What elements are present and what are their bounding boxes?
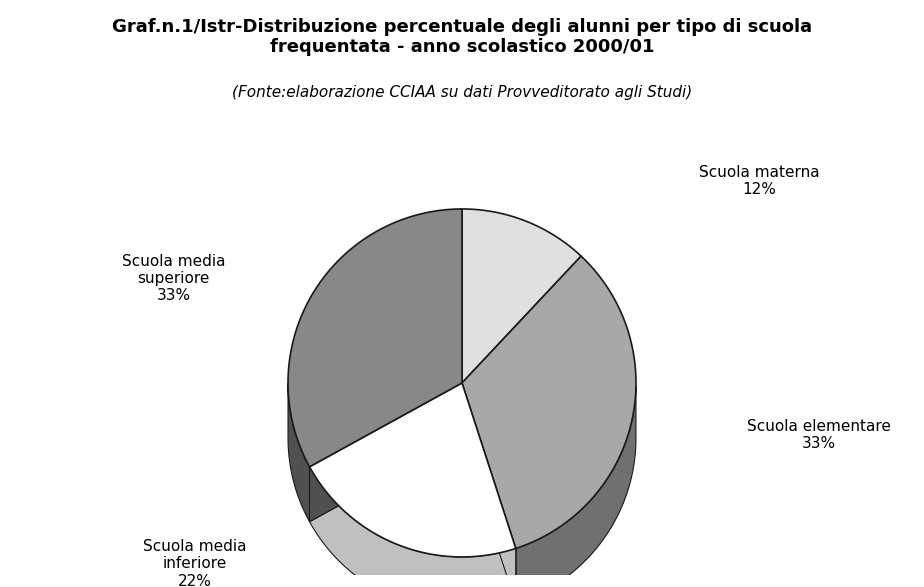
Text: Scuola materna
12%: Scuola materna 12% bbox=[699, 165, 820, 197]
Polygon shape bbox=[310, 467, 516, 587]
Polygon shape bbox=[310, 383, 462, 522]
Polygon shape bbox=[462, 209, 581, 383]
Polygon shape bbox=[462, 383, 516, 587]
Polygon shape bbox=[462, 256, 636, 548]
Text: Graf.n.1/Istr-Distribuzione percentuale degli alunni per tipo di scuola
frequent: Graf.n.1/Istr-Distribuzione percentuale … bbox=[112, 18, 812, 56]
Polygon shape bbox=[288, 383, 310, 522]
Polygon shape bbox=[310, 383, 516, 557]
Text: (Fonte:elaborazione CCIAA su dati Provveditorato agli Studi): (Fonte:elaborazione CCIAA su dati Provve… bbox=[232, 85, 692, 100]
Text: Scuola elementare
33%: Scuola elementare 33% bbox=[748, 419, 892, 451]
Polygon shape bbox=[310, 383, 462, 522]
Polygon shape bbox=[516, 387, 636, 587]
Text: Scuola media
superiore
33%: Scuola media superiore 33% bbox=[122, 254, 225, 303]
Polygon shape bbox=[462, 383, 516, 587]
Text: Scuola media
inferiore
22%: Scuola media inferiore 22% bbox=[142, 539, 247, 587]
Polygon shape bbox=[288, 209, 462, 467]
